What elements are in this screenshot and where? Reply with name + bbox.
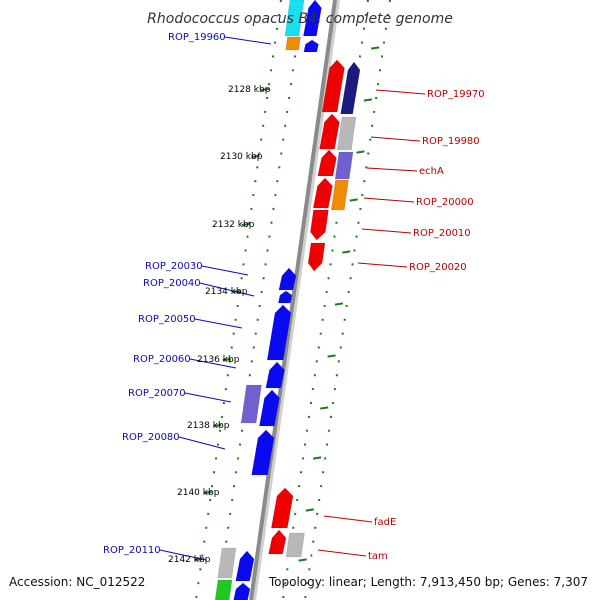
gene-top-blue-1[interactable]	[303, 0, 322, 37]
gene-rop20000[interactable]	[312, 177, 333, 209]
gene-rop20110-green[interactable]	[214, 579, 233, 600]
gene-label-echA[interactable]: echA	[419, 166, 444, 177]
strand-guide-2	[282, 0, 369, 600]
gene-rop19970-navy[interactable]	[340, 61, 361, 115]
leader-ROP_20080	[178, 436, 226, 450]
tick-mark-right-5	[334, 302, 344, 306]
gene-fadE[interactable]	[270, 487, 294, 529]
gene-top-blue-2[interactable]	[303, 39, 319, 53]
kbp-label-2132: 2132 kbp	[212, 220, 255, 230]
kbp-label-2136: 2136 kbp	[197, 355, 240, 365]
kbp-tick-2	[241, 223, 250, 226]
leader-ROP_20050	[194, 318, 243, 329]
gene-label-ROP_19960[interactable]: ROP_19960	[168, 32, 226, 43]
accession-text: Accession: NC_012522	[9, 575, 146, 589]
leader-ROP_20040	[199, 282, 255, 297]
kbp-label-2134: 2134 kbp	[205, 287, 248, 297]
gene-top-cyan[interactable]	[284, 0, 305, 37]
leader-tam	[317, 549, 367, 557]
leader-fadE	[323, 515, 373, 523]
gene-rop20030[interactable]	[278, 267, 297, 291]
genome-backbone	[249, 0, 340, 600]
gene-rop19980[interactable]	[319, 113, 340, 150]
tick-mark-right-0	[371, 46, 380, 50]
tick-mark-right-9	[305, 508, 314, 512]
leader-ROP_20000	[363, 197, 415, 203]
leader-ROP_19970	[375, 89, 426, 95]
strand-guide-3	[304, 0, 391, 600]
gene-tam[interactable]	[268, 529, 287, 555]
gene-features	[214, 0, 361, 600]
gene-label-ROP_20070[interactable]: ROP_20070	[128, 388, 186, 399]
kbp-label-2130: 2130 kbp	[220, 152, 263, 162]
gene-rop20040[interactable]	[277, 290, 293, 304]
gene-rop20110-b[interactable]	[233, 582, 251, 600]
gene-rop20080[interactable]	[251, 429, 275, 476]
gene-rop20070[interactable]	[259, 389, 280, 427]
kbp-tick-6	[203, 491, 212, 494]
gene-label-ROP_19980[interactable]: ROP_19980	[422, 136, 480, 147]
kbp-label-2128: 2128 kbp	[228, 85, 271, 95]
tick-mark-right-1	[363, 98, 372, 102]
gene-label-ROP_20060[interactable]: ROP_20060	[133, 354, 191, 365]
strand-guide-1	[217, 0, 304, 600]
tick-mark-right-6	[327, 354, 336, 358]
gene-echA-violet[interactable]	[334, 151, 354, 180]
leader-ROP_20060	[189, 358, 237, 369]
label-leader-lines	[159, 36, 426, 561]
genome-summary-text: Topology: linear; Length: 7,913,450 bp; …	[268, 575, 588, 589]
gene-rop20000-orange[interactable]	[330, 179, 349, 211]
gene-rop20010[interactable]	[310, 209, 329, 241]
leader-ROP_19980	[370, 136, 421, 142]
gene-label-ROP_20000[interactable]: ROP_20000	[416, 197, 474, 208]
gene-rop20050[interactable]	[266, 304, 292, 361]
gene-label-tam[interactable]: tam	[368, 551, 388, 562]
gene-rop20070-violet[interactable]	[240, 384, 262, 424]
strand-guide-0	[195, 0, 282, 600]
gene-label-ROP_20010[interactable]: ROP_20010	[413, 228, 471, 239]
gene-rop19970[interactable]	[321, 59, 345, 113]
gene-echA[interactable]	[317, 149, 337, 177]
leader-echA	[366, 167, 418, 172]
leader-ROP_20110	[159, 549, 207, 561]
leader-ROP_20030	[201, 265, 249, 276]
gene-rop20020[interactable]	[307, 242, 326, 272]
tick-mark-right-3	[349, 198, 358, 202]
kbp-tick-4	[222, 358, 231, 361]
gene-rop19980-grey[interactable]	[336, 116, 357, 151]
map-labels: 2128 kbp 2130 kbp 2132 kbp 2134 kbp 2136 kbp…	[103, 32, 485, 565]
tick-mark-right-4	[342, 250, 351, 254]
gene-tam-grey[interactable]	[285, 532, 305, 558]
gene-label-ROP_20040[interactable]: ROP_20040	[143, 278, 201, 289]
tick-mark-right-2	[356, 150, 365, 154]
gene-label-ROP_20030[interactable]: ROP_20030	[145, 261, 203, 272]
leader-ROP_20020	[357, 262, 408, 268]
gene-label-ROP_19970[interactable]: ROP_19970	[427, 89, 485, 100]
kbp-tick-5	[213, 424, 222, 427]
gene-top-orange[interactable]	[285, 36, 301, 51]
leader-ROP_20070	[184, 392, 232, 403]
gene-rop20110[interactable]	[235, 550, 255, 582]
kbp-label-2142: 2142 kbp	[168, 555, 211, 565]
kbp-label-2140: 2140 kbp	[177, 488, 220, 498]
kbp-label-2138: 2138 kbp	[187, 421, 230, 431]
tick-mark-right-7	[320, 406, 329, 410]
tick-mark-right-8	[312, 456, 322, 460]
gene-label-ROP_20020[interactable]: ROP_20020	[409, 262, 467, 273]
gene-label-ROP_20110[interactable]: ROP_20110	[103, 545, 161, 556]
gene-label-ROP_20080[interactable]: ROP_20080	[122, 432, 180, 443]
backbone-line	[249, 0, 337, 600]
leader-ROP_19960	[224, 36, 272, 45]
map-title: Rhodococcus opacus B4, complete genome	[147, 11, 453, 27]
leader-ROP_20010	[361, 228, 412, 234]
gene-rop20060[interactable]	[265, 361, 285, 389]
kbp-tick-0	[260, 88, 270, 91]
kbp-tick-1	[251, 155, 260, 158]
gene-label-fadE[interactable]: fadE	[374, 517, 396, 528]
gene-rop20110-grey[interactable]	[217, 547, 237, 579]
tick-mark-right-10	[298, 558, 307, 562]
gene-label-ROP_20050[interactable]: ROP_20050	[138, 314, 196, 325]
strand-dotted-guides	[194, 0, 391, 600]
